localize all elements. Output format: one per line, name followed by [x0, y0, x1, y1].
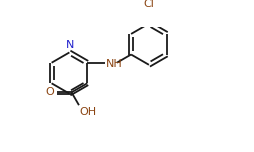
Text: NH: NH: [106, 59, 123, 69]
Text: N: N: [66, 40, 74, 50]
Text: OH: OH: [80, 107, 97, 117]
Text: Cl: Cl: [144, 0, 154, 9]
Text: O: O: [45, 87, 54, 97]
